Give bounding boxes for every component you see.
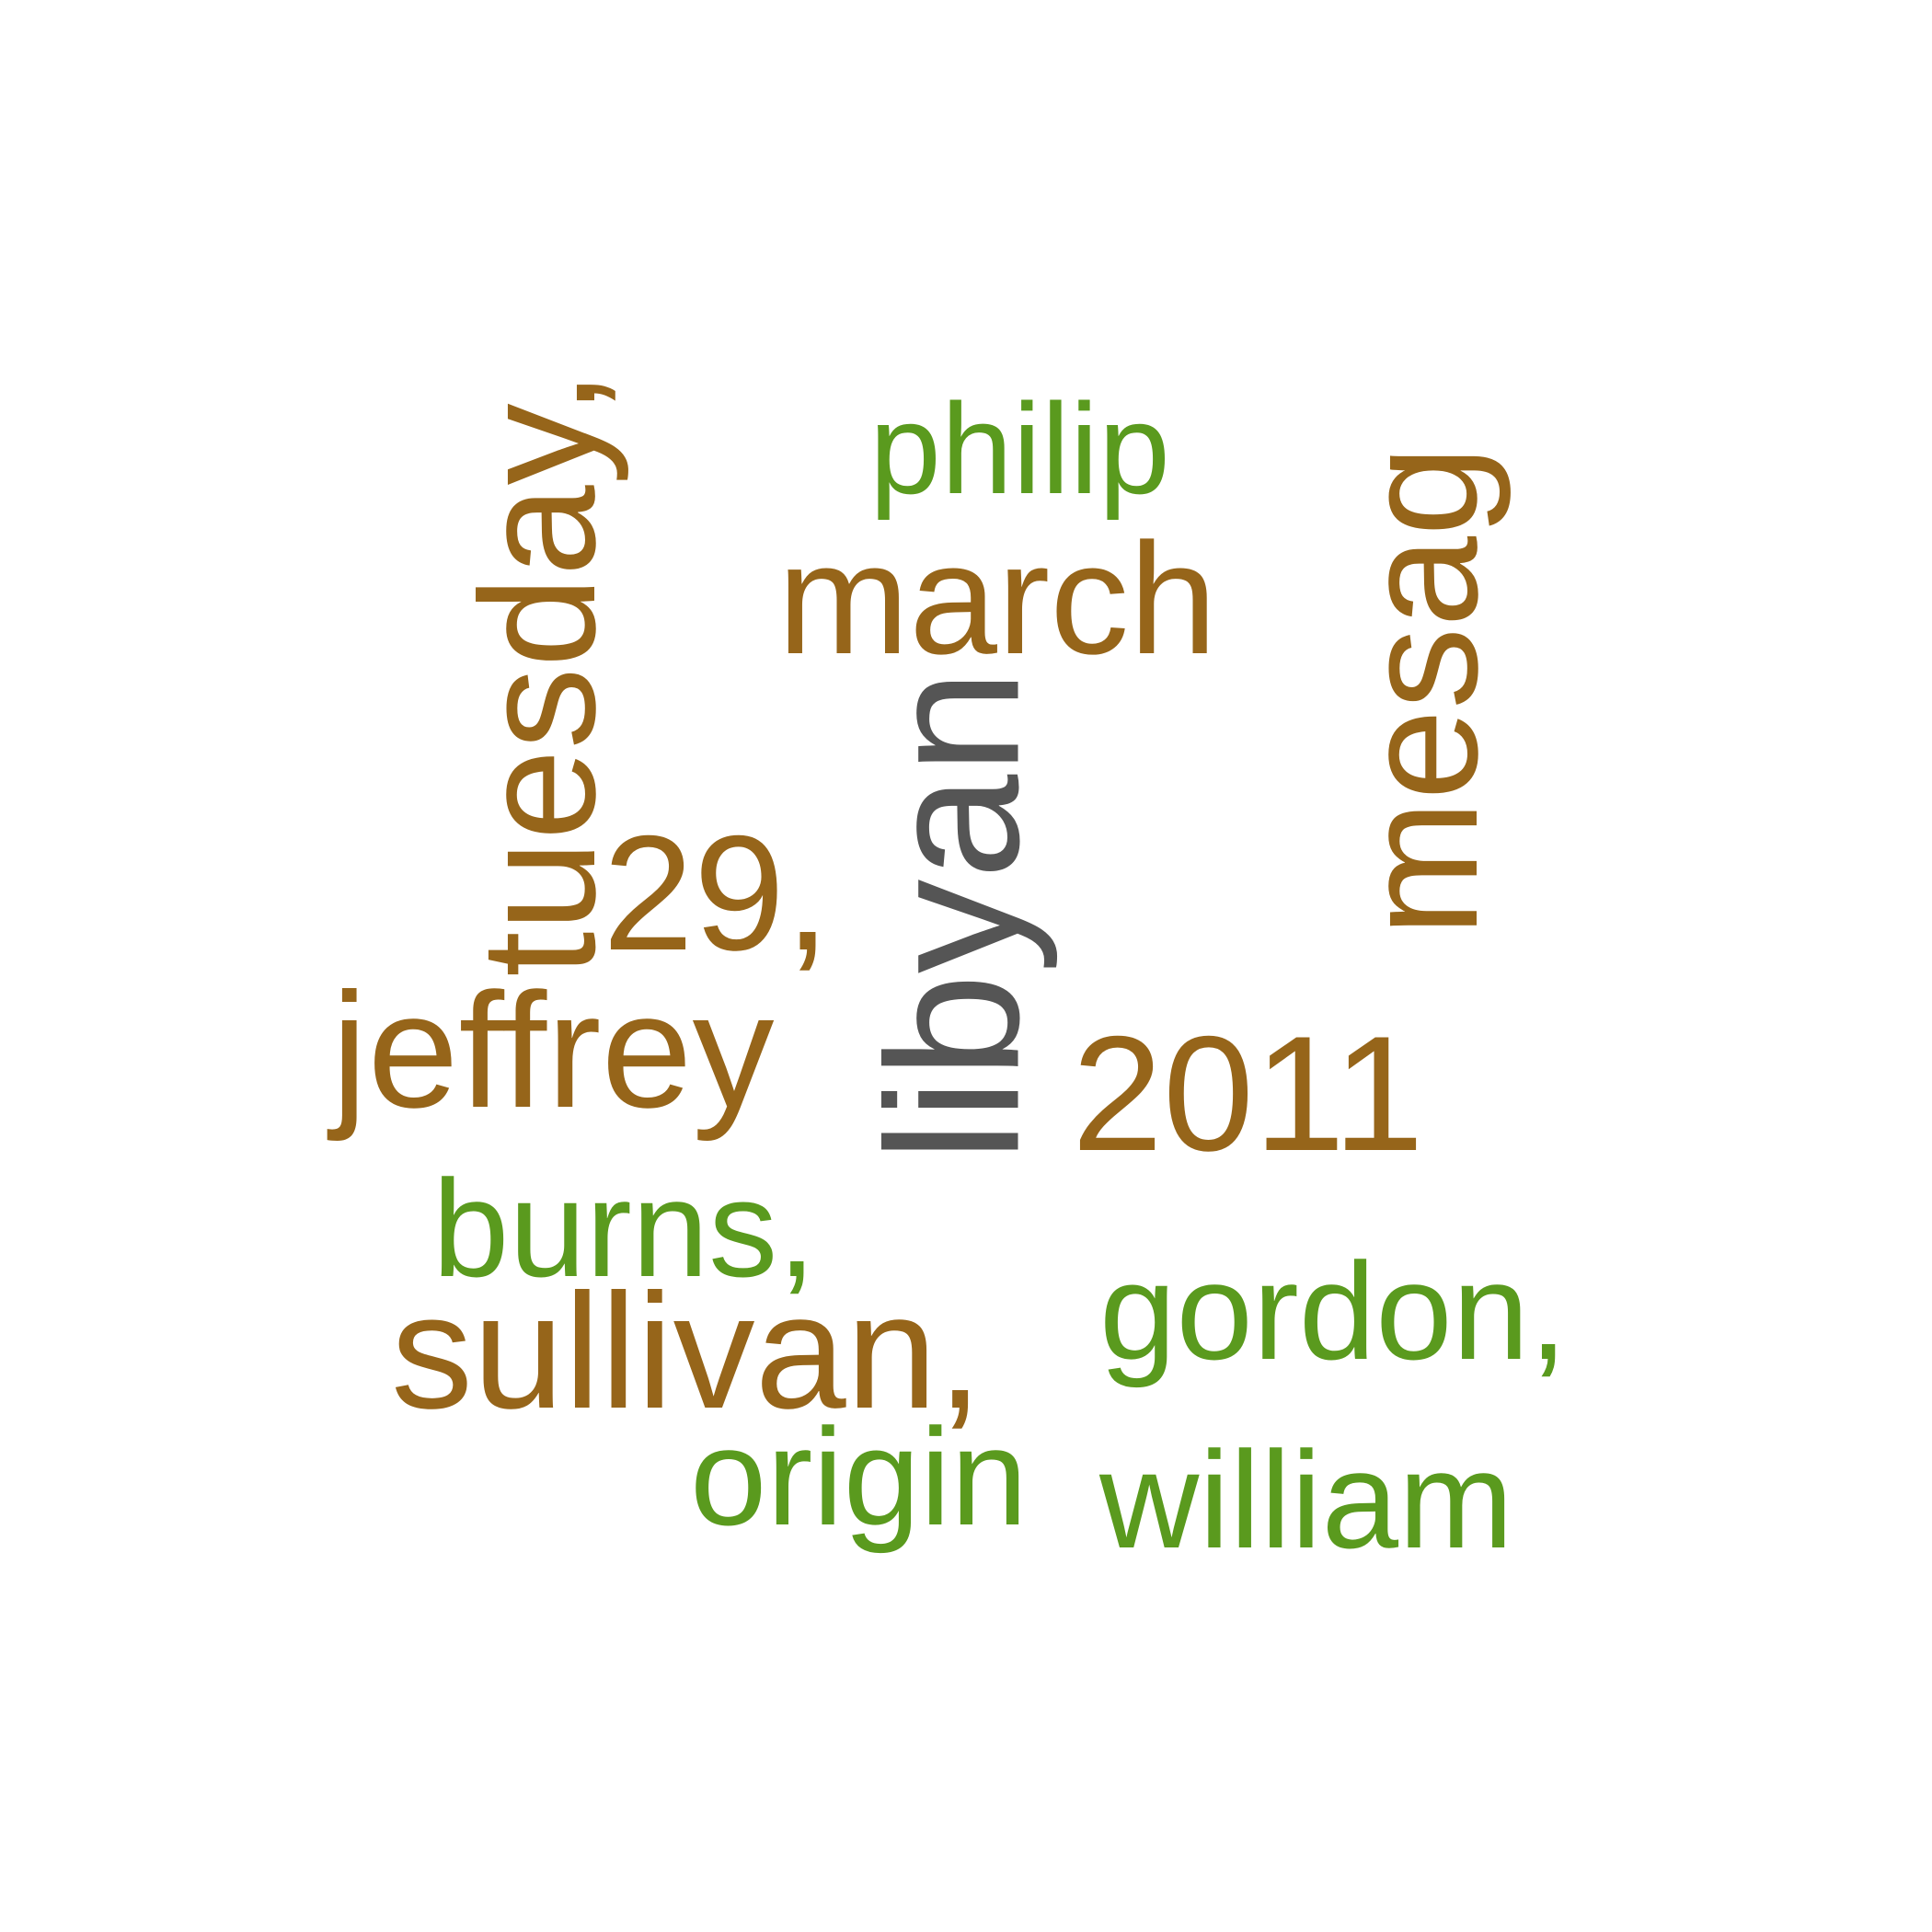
word-2011: 2011: [1072, 1002, 1424, 1185]
word-tuesday: tuesday,: [446, 370, 629, 977]
word-jeffrey: jeffrey: [331, 959, 775, 1142]
word-william: william: [1099, 1422, 1513, 1577]
word-march: march: [777, 511, 1217, 687]
word-burns: burns,: [432, 1151, 816, 1305]
word-gordon: gordon,: [1099, 1234, 1568, 1388]
word-mesag: mesag: [1328, 444, 1512, 937]
word-philip: philip: [869, 376, 1170, 521]
word-sullivan: sullivan,: [391, 1259, 983, 1443]
word-origin: origin: [690, 1399, 1028, 1554]
word-29: 29,: [603, 801, 831, 984]
